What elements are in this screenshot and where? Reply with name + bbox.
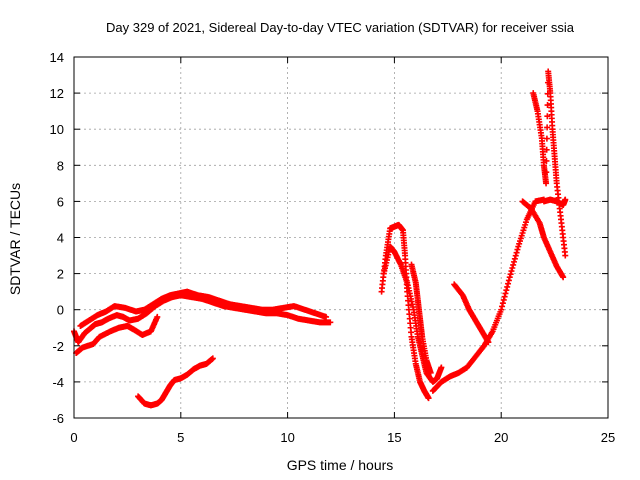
- data-point: [503, 287, 510, 294]
- data-series: [135, 355, 216, 409]
- x-tick-label: 20: [494, 430, 508, 445]
- data-series: [429, 196, 547, 394]
- data-point: [511, 258, 518, 265]
- y-tick-label: 10: [50, 122, 64, 137]
- data-point: [425, 395, 432, 402]
- data-point: [560, 274, 567, 281]
- data-point: [543, 146, 550, 153]
- chart-title: Day 329 of 2021, Sidereal Day-to-day VTE…: [106, 20, 575, 35]
- data-point: [154, 313, 161, 320]
- y-tick-label: 2: [57, 267, 64, 282]
- y-tick-label: 12: [50, 86, 64, 101]
- data-point: [544, 124, 551, 131]
- data-series: [451, 281, 492, 346]
- data-point: [505, 280, 512, 287]
- data-point: [543, 180, 550, 187]
- data-point: [502, 290, 509, 297]
- data-point: [511, 255, 518, 262]
- data-point: [500, 296, 507, 303]
- x-tick-label: 15: [387, 430, 401, 445]
- data-point: [501, 293, 508, 300]
- data-series: [408, 261, 434, 376]
- y-tick-label: -2: [52, 339, 64, 354]
- data-series: [540, 196, 569, 209]
- data-point: [562, 196, 569, 203]
- x-tick-label: 10: [280, 430, 294, 445]
- data-point: [510, 261, 517, 268]
- data-point: [505, 277, 512, 284]
- y-tick-label: 14: [50, 50, 64, 65]
- data-point: [327, 319, 334, 326]
- data-series: [380, 243, 445, 385]
- data-point: [543, 169, 550, 176]
- data-point: [323, 313, 330, 320]
- data-point: [498, 306, 505, 313]
- y-tick-label: 8: [57, 158, 64, 173]
- y-tick-label: 6: [57, 194, 64, 209]
- data-series: [73, 313, 161, 357]
- data-series: [77, 288, 330, 329]
- y-tick-label: -6: [52, 411, 64, 426]
- data-point: [499, 303, 506, 310]
- data-point: [427, 369, 434, 376]
- data-series: [519, 198, 567, 281]
- y-tick-label: -4: [52, 375, 64, 390]
- data-point: [544, 113, 551, 120]
- data-point: [562, 252, 569, 259]
- data-series: [530, 68, 569, 259]
- data-point: [504, 283, 511, 290]
- data-series: [378, 221, 432, 402]
- data-point: [508, 268, 515, 275]
- data-point: [509, 265, 516, 272]
- x-tick-label: 5: [177, 430, 184, 445]
- y-tick-label: 0: [57, 303, 64, 318]
- x-tick-label: 0: [70, 430, 77, 445]
- data-point: [512, 252, 519, 259]
- data-points: [71, 68, 569, 409]
- y-tick-label: 4: [57, 231, 64, 246]
- data-point: [506, 274, 513, 281]
- data-point: [209, 355, 216, 362]
- axis-ticks: 0 5 10 15 20 25 -6 -4 -2 0 2 4 6 8 10 12 14: [50, 50, 616, 445]
- y-axis-label: SDTVAR / TECUs: [7, 183, 23, 295]
- data-point: [543, 157, 550, 164]
- grid-lines: [74, 57, 608, 418]
- data-point: [499, 300, 506, 307]
- data-point: [544, 102, 551, 109]
- data-point: [513, 249, 520, 256]
- x-axis-label: GPS time / hours: [287, 457, 394, 473]
- data-point: [438, 364, 445, 371]
- data-point: [514, 246, 521, 253]
- data-point: [543, 135, 550, 142]
- x-tick-label: 25: [601, 430, 615, 445]
- data-point: [507, 271, 514, 278]
- data-point: [485, 339, 492, 346]
